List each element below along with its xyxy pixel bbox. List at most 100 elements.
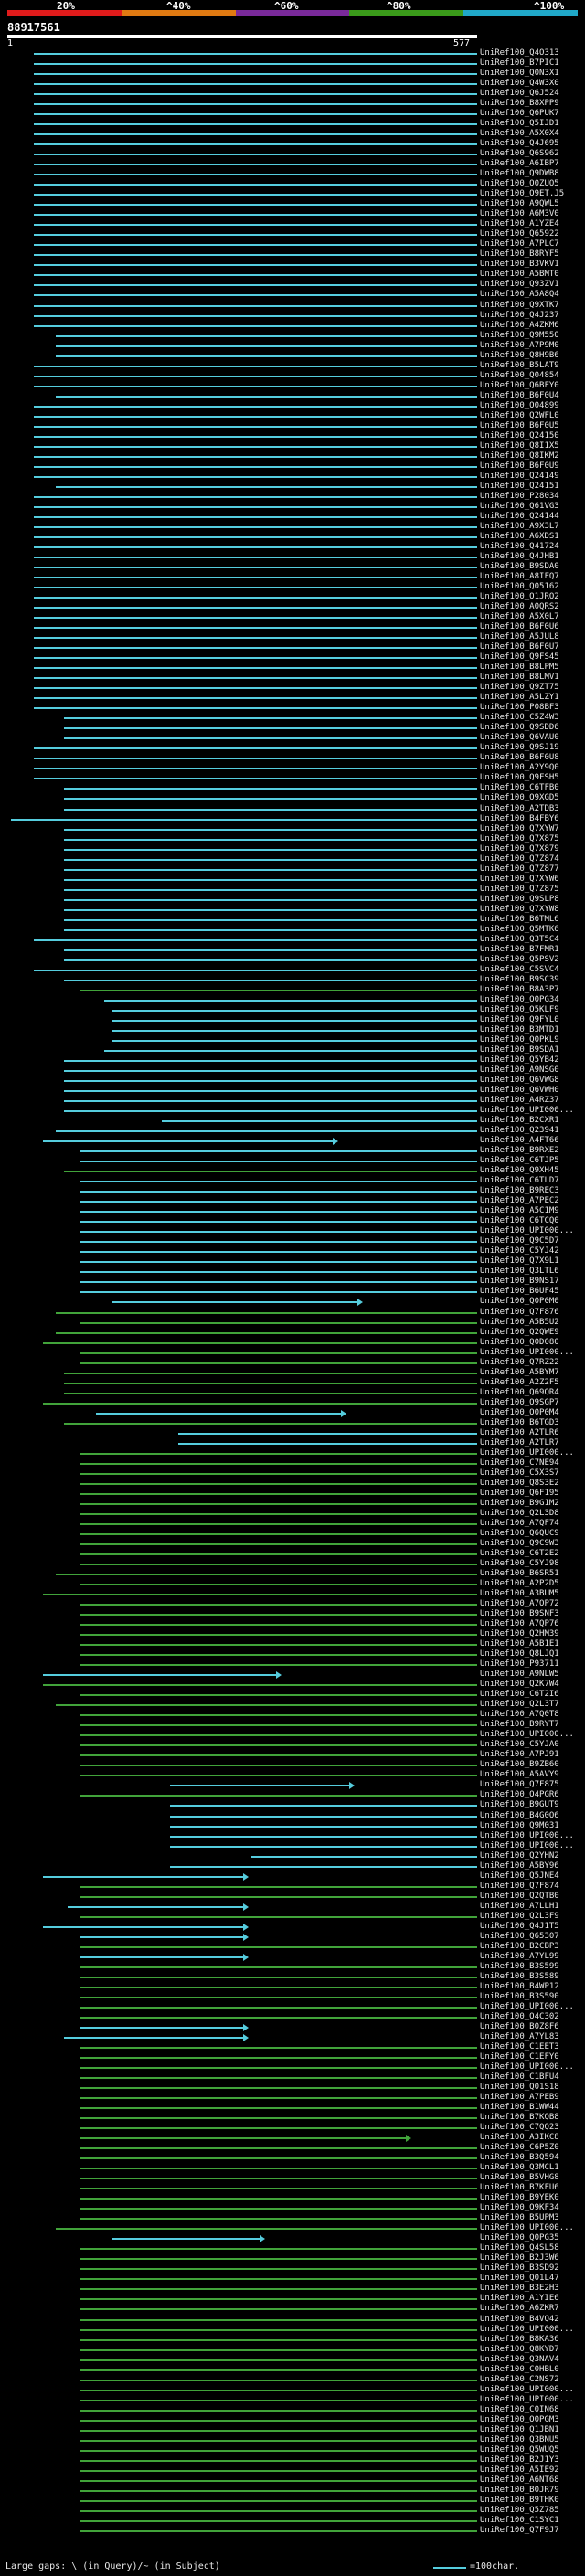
hit-row[interactable]: UniRef100_Q69QR4 <box>0 1388 585 1398</box>
hit-label[interactable]: UniRef100_B3VKV1 <box>480 260 559 270</box>
hit-label[interactable]: UniRef100_Q7F874 <box>480 1881 559 1891</box>
hit-row[interactable]: UniRef100_B4G0Q6 <box>0 1811 585 1821</box>
hit-row[interactable]: UniRef100_A5IE92 <box>0 2465 585 2475</box>
hit-label[interactable]: UniRef100_A6IBP7 <box>480 159 559 169</box>
hit-bar[interactable] <box>80 2439 477 2442</box>
hit-bar[interactable] <box>80 1452 477 1455</box>
hit-row[interactable]: UniRef100_A5X0L7 <box>0 612 585 622</box>
hit-row[interactable]: UniRef100_C0HBL0 <box>0 2365 585 2375</box>
hit-label[interactable]: UniRef100_Q2L3F9 <box>480 1911 559 1921</box>
hit-bar[interactable] <box>161 1120 477 1123</box>
hit-label[interactable]: UniRef100_A5BYM7 <box>480 1367 559 1377</box>
hit-label[interactable]: UniRef100_B9SC39 <box>480 974 559 984</box>
hit-row[interactable]: UniRef100_Q0P0M4 <box>0 1408 585 1418</box>
hit-label[interactable]: UniRef100_Q0PG35 <box>480 2233 559 2243</box>
hit-row[interactable]: UniRef100_Q9ET.J5 <box>0 189 585 199</box>
hit-bar[interactable] <box>34 385 477 387</box>
hit-bar[interactable] <box>80 1321 477 1324</box>
hit-bar[interactable] <box>63 949 477 951</box>
hit-bar[interactable] <box>80 2369 477 2371</box>
hit-row[interactable]: UniRef100_B1WW44 <box>0 2103 585 2113</box>
hit-row[interactable]: UniRef100_A7P9M0 <box>0 341 585 351</box>
hit-label[interactable]: UniRef100_B9THK0 <box>480 2495 559 2505</box>
hit-label[interactable]: UniRef100_A5IE92 <box>480 2465 559 2475</box>
hit-row[interactable]: UniRef100_Q1JRQ2 <box>0 592 585 602</box>
hit-label[interactable]: UniRef100_A6ZKR7 <box>480 2304 559 2314</box>
hit-bar[interactable] <box>34 314 477 317</box>
hit-row[interactable]: UniRef100_B6F0U8 <box>0 753 585 763</box>
hit-label[interactable]: UniRef100_C5SVC4 <box>480 964 559 974</box>
hit-bar[interactable] <box>43 1402 477 1405</box>
hit-row[interactable]: UniRef100_Q2QWE9 <box>0 1328 585 1338</box>
hit-label[interactable]: UniRef100_UPI000... <box>480 1347 574 1357</box>
hit-row[interactable]: UniRef100_A5AVY9 <box>0 1770 585 1780</box>
hit-label[interactable]: UniRef100_Q9SDD6 <box>480 723 559 733</box>
hit-label[interactable]: UniRef100_Q5WUQ5 <box>480 2444 559 2454</box>
hit-row[interactable]: UniRef100_A5X0X4 <box>0 129 585 139</box>
hit-bar[interactable] <box>80 2499 477 2502</box>
hit-row[interactable]: UniRef100_UPI000... <box>0 1226 585 1236</box>
hit-label[interactable]: UniRef100_Q2K7W4 <box>480 1680 559 1690</box>
hit-row[interactable]: UniRef100_Q7F874 <box>0 1882 585 1892</box>
hit-label[interactable]: UniRef100_Q9ZT75 <box>480 683 559 693</box>
hit-bar[interactable] <box>80 2338 477 2341</box>
hit-row[interactable]: UniRef100_Q5MTK6 <box>0 925 585 935</box>
hit-label[interactable]: UniRef100_B9ZB60 <box>480 1760 559 1770</box>
hit-row[interactable]: UniRef100_B9SDA1 <box>0 1045 585 1055</box>
hit-label[interactable]: UniRef100_Q9FYL0 <box>480 1014 559 1024</box>
hit-label[interactable]: UniRef100_Q4J695 <box>480 139 559 149</box>
hit-bar[interactable] <box>80 1522 477 1525</box>
hit-bar[interactable] <box>80 2519 477 2522</box>
hit-label[interactable]: UniRef100_A2TLR7 <box>480 1437 559 1447</box>
hit-row[interactable]: UniRef100_Q3NAV4 <box>0 2355 585 2365</box>
hit-bar[interactable] <box>80 2178 477 2180</box>
hit-label[interactable]: UniRef100_A4ZKM6 <box>480 320 559 330</box>
hit-row[interactable]: UniRef100_Q9C9W3 <box>0 1539 585 1549</box>
hit-bar[interactable] <box>80 2419 477 2422</box>
hit-row[interactable]: UniRef100_B8A3P7 <box>0 985 585 995</box>
hit-bar[interactable] <box>34 234 477 237</box>
hit-label[interactable]: UniRef100_Q23941 <box>480 1126 559 1136</box>
hit-bar[interactable] <box>80 2379 477 2381</box>
hit-bar[interactable] <box>34 647 477 650</box>
hit-bar[interactable] <box>34 365 477 367</box>
hit-bar[interactable] <box>63 1422 477 1425</box>
hit-row[interactable]: UniRef100_Q5YB42 <box>0 1055 585 1065</box>
hit-row[interactable]: UniRef100_C6T2I6 <box>0 1690 585 1700</box>
hit-label[interactable]: UniRef100_C2NS72 <box>480 2374 559 2384</box>
hit-row[interactable]: UniRef100_Q8LJQ1 <box>0 1649 585 1659</box>
hit-row[interactable]: UniRef100_Q5WUQ5 <box>0 2445 585 2455</box>
hit-bar[interactable] <box>34 214 477 217</box>
hit-bar[interactable] <box>80 2147 477 2150</box>
hit-row[interactable]: UniRef100_B6F0U4 <box>0 391 585 401</box>
hit-row[interactable]: UniRef100_UPI000... <box>0 1730 585 1740</box>
hit-label[interactable]: UniRef100_B6F0U7 <box>480 642 559 652</box>
hit-row[interactable]: UniRef100_A2Z2F5 <box>0 1378 585 1388</box>
hit-bar[interactable] <box>34 627 477 630</box>
hit-bar[interactable] <box>43 1594 477 1596</box>
hit-bar[interactable] <box>34 607 477 610</box>
hit-row[interactable]: UniRef100_Q0P0M0 <box>0 1297 585 1307</box>
hit-bar[interactable] <box>55 1130 477 1133</box>
hit-bar[interactable] <box>80 1584 477 1586</box>
hit-row[interactable]: UniRef100_Q8S3E2 <box>0 1479 585 1489</box>
hit-label[interactable]: UniRef100_C0HBL0 <box>480 2364 559 2374</box>
hit-bar[interactable] <box>63 1100 477 1103</box>
hit-label[interactable]: UniRef100_Q9M550 <box>480 330 559 340</box>
hit-bar[interactable] <box>34 324 477 327</box>
hit-bar[interactable] <box>43 1875 243 1878</box>
hit-label[interactable]: UniRef100_UPI000... <box>480 2324 574 2334</box>
hit-row[interactable]: UniRef100_Q6BFY0 <box>0 381 585 391</box>
hit-row[interactable]: UniRef100_Q3LTL6 <box>0 1267 585 1277</box>
hit-label[interactable]: UniRef100_Q7RZ22 <box>480 1357 559 1367</box>
hit-bar[interactable] <box>80 2198 477 2200</box>
hit-row[interactable]: UniRef100_B9THK0 <box>0 2496 585 2506</box>
hit-row[interactable]: UniRef100_Q5Z785 <box>0 2506 585 2516</box>
hit-row[interactable]: UniRef100_C6TLD7 <box>0 1176 585 1186</box>
hit-label[interactable]: UniRef100_A5B5U2 <box>480 1317 559 1327</box>
hit-row[interactable]: UniRef100_Q0PKL9 <box>0 1035 585 1045</box>
hit-bar[interactable] <box>80 1281 477 1284</box>
hit-bar[interactable] <box>80 989 477 991</box>
hit-row[interactable]: UniRef100_B8XPP9 <box>0 99 585 109</box>
hit-label[interactable]: UniRef100_Q7F875 <box>480 1780 559 1790</box>
